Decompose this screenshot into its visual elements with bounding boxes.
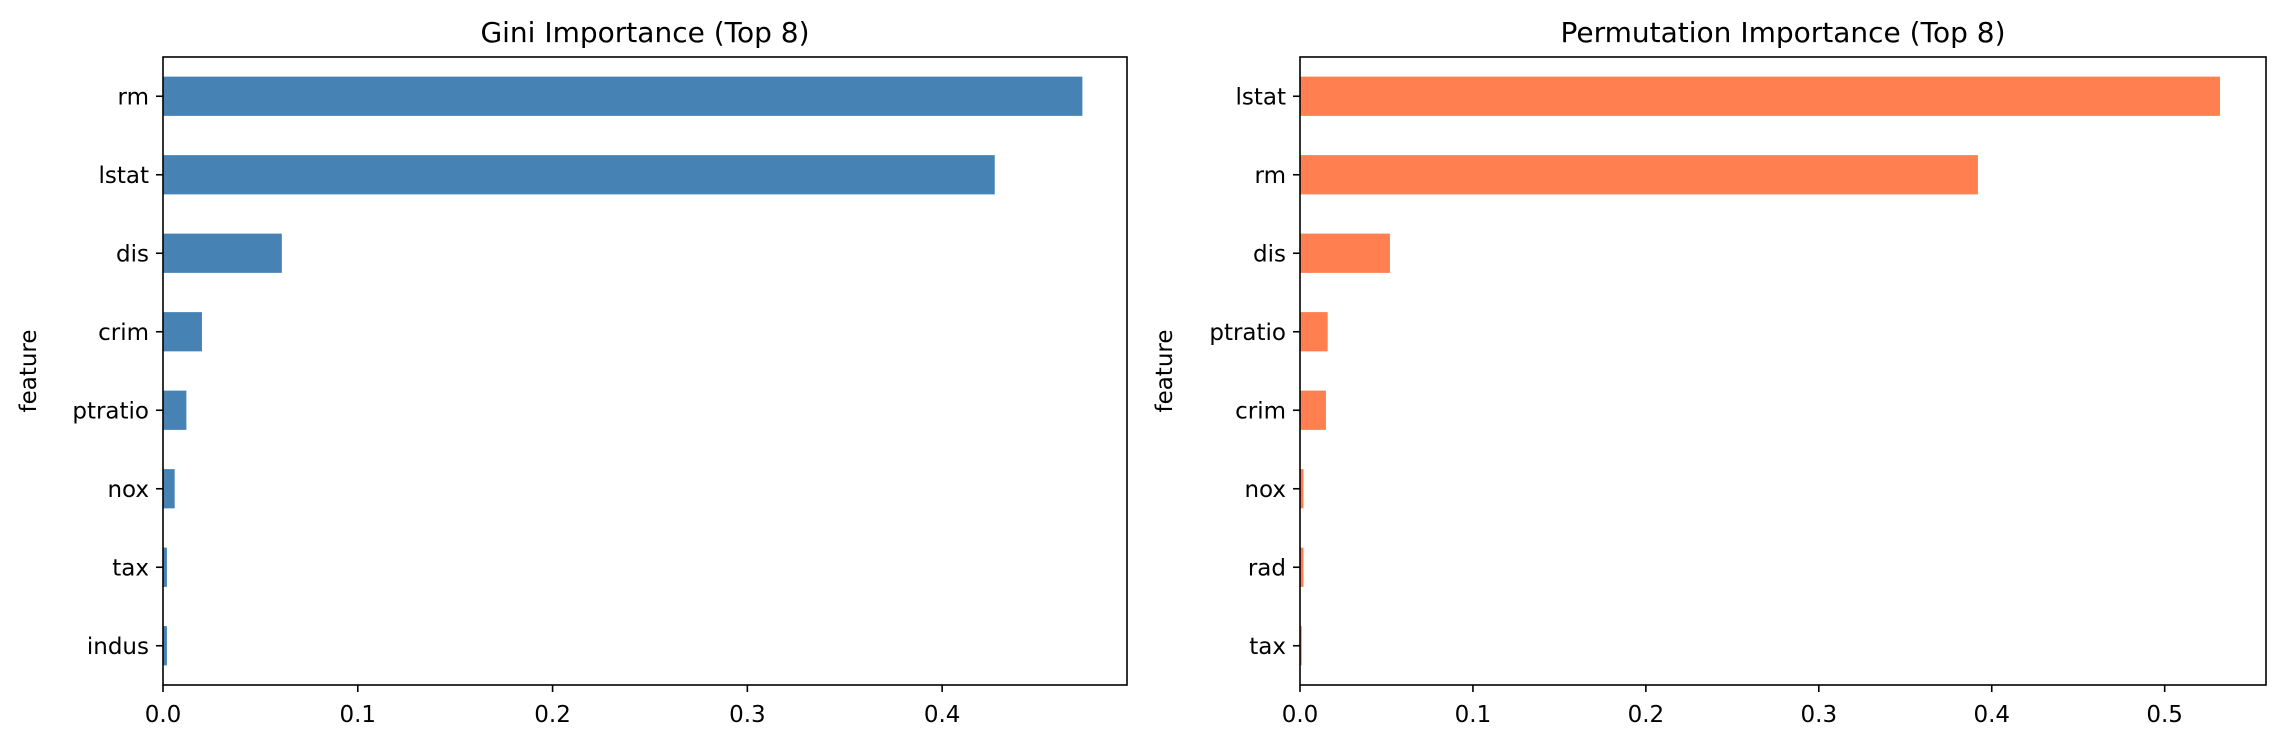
- panel2-axes-frame: [1299, 56, 2267, 686]
- panel1-category-label-nox: nox: [107, 477, 149, 503]
- panel2-xtick-label-4: 0.4: [1973, 702, 2010, 728]
- permutation-importance-panel: Permutation Importance (Top 8) lstat rm dis…: [1152, 16, 2267, 728]
- panel2-bar-crim: [1300, 390, 1326, 430]
- panel2-bar-rad: [1300, 547, 1304, 587]
- panel1-category-label-lstat: lstat: [98, 163, 149, 189]
- panel2-bar-lstat: [1300, 76, 2220, 116]
- panel1-bar-dis: [163, 233, 282, 273]
- panel1-category-label-crim: crim: [98, 320, 149, 346]
- panel1-category-label-rm: rm: [118, 84, 149, 110]
- panel2-bar-tax: [1300, 626, 1302, 666]
- panel1-category-label-indus: indus: [87, 634, 149, 660]
- panel2-category-label-tax: tax: [1249, 634, 1286, 660]
- panel1-category-label-ptratio: ptratio: [72, 398, 149, 424]
- panel1-bar-indus: [163, 626, 167, 666]
- panel2-bar-nox: [1300, 469, 1304, 509]
- panel2-xtick-label-2: 0.2: [1628, 702, 1665, 728]
- panel2-category-label-dis: dis: [1253, 241, 1286, 267]
- panel2-category-label-rm: rm: [1255, 163, 1286, 189]
- panel2-category-label-lstat: lstat: [1235, 84, 1286, 110]
- panel2-category-label-ptratio: ptratio: [1209, 320, 1286, 346]
- panel1-title: Gini Importance (Top 8): [480, 16, 809, 49]
- panel1-xtick-label-4: 0.4: [924, 702, 961, 728]
- panel2-title: Permutation Importance (Top 8): [1561, 16, 2006, 49]
- panel2-ylabel: feature: [1152, 329, 1178, 412]
- panel2-category-label-rad: rad: [1248, 555, 1286, 581]
- panel2-xtick-label-3: 0.3: [1801, 702, 1838, 728]
- panel1-bar-crim: [163, 312, 202, 352]
- panel1-bar-tax: [163, 547, 167, 587]
- panel1-axes-frame: [162, 56, 1128, 686]
- panel1-category-label-tax: tax: [112, 555, 149, 581]
- panel2-category-label-crim: crim: [1235, 398, 1286, 424]
- panel1-xtick-label-3: 0.3: [729, 702, 766, 728]
- panel2-xtick-label-5: 0.5: [2146, 702, 2183, 728]
- panel1-bar-lstat: [163, 155, 995, 195]
- gini-importance-panel: Gini Importance (Top 8) rm lstat dis crim ptr…: [16, 16, 1128, 728]
- panel1-xtick-label-0: 0.0: [145, 702, 182, 728]
- panel2-bar-rm: [1300, 155, 1978, 195]
- panel2-category-label-nox: nox: [1244, 477, 1286, 503]
- panel2-bar-dis: [1300, 233, 1390, 273]
- panel1-category-label-dis: dis: [116, 241, 149, 267]
- panel2-bar-ptratio: [1300, 312, 1328, 352]
- panel1-bar-ptratio: [163, 390, 187, 430]
- panel2-xtick-label-0: 0.0: [1282, 702, 1319, 728]
- panel1-ylabel: feature: [16, 329, 42, 412]
- panel1-xtick-label-2: 0.2: [534, 702, 571, 728]
- panel1-xtick-label-1: 0.1: [339, 702, 376, 728]
- panel1-bar-nox: [163, 469, 175, 509]
- panel1-bar-rm: [163, 76, 1083, 116]
- panel2-xtick-label-1: 0.1: [1455, 702, 1492, 728]
